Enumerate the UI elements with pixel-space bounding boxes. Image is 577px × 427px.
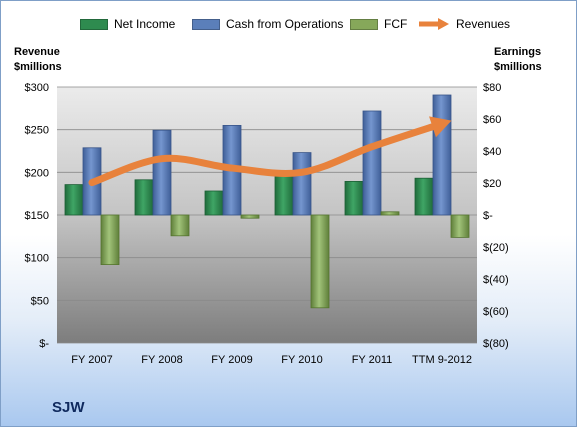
right-tick-label: $(60) <box>483 306 509 318</box>
legend-item-revenues: Revenues <box>418 14 510 34</box>
revenues-arrowhead <box>429 116 452 138</box>
left-tick-label: $250 <box>25 125 49 137</box>
right-tick-label: $- <box>483 210 493 222</box>
left-tick-label: $- <box>39 338 49 350</box>
bar-fcf <box>380 211 400 216</box>
legend-swatch-cash-ops <box>192 18 220 30</box>
legend-item-net-income: Net Income <box>80 14 175 34</box>
bar-net-income <box>204 190 224 216</box>
right-tick-label: $(20) <box>483 242 509 254</box>
right-tick-label: $(40) <box>483 274 509 286</box>
revenues-line <box>88 120 446 187</box>
bar-cash-from-operations <box>432 94 452 216</box>
left-axis-title-line1: Revenue <box>14 46 60 58</box>
bar-cash-from-operations <box>292 152 312 216</box>
right-axis-title: Earnings $millions <box>494 45 542 75</box>
legend-label-cash-ops: Cash from Operations <box>226 17 344 31</box>
left-tick-label: $100 <box>25 253 49 265</box>
category-label: TTM 9-2012 <box>412 354 472 366</box>
bar-net-income <box>414 177 434 216</box>
left-tick-label: $50 <box>31 295 49 307</box>
category-label: FY 2007 <box>71 354 112 366</box>
legend: Net Income Cash from Operations FCF Reve… <box>0 14 577 36</box>
bar-net-income <box>274 174 294 216</box>
category-label: FY 2011 <box>352 354 393 366</box>
legend-item-fcf: FCF <box>350 14 407 34</box>
bar-net-income <box>344 180 364 216</box>
bar-net-income <box>64 184 84 216</box>
legend-label-fcf: FCF <box>384 17 408 31</box>
bar-fcf <box>310 214 330 309</box>
legend-swatch-fcf <box>350 18 378 30</box>
left-tick-label: $300 <box>25 82 49 94</box>
category-label: FY 2009 <box>211 354 252 366</box>
legend-label-net-income: Net Income <box>114 17 176 31</box>
right-axis-title-line1: Earnings <box>494 46 542 58</box>
bar-fcf <box>100 214 120 265</box>
right-tick-label: $40 <box>483 146 501 158</box>
right-tick-label: $20 <box>483 178 501 190</box>
bar-cash-from-operations <box>362 110 382 216</box>
left-tick-label: $150 <box>25 210 49 222</box>
left-axis-title: Revenue $millions <box>14 45 62 75</box>
bar-fcf <box>170 214 190 237</box>
bar-fcf <box>240 214 260 219</box>
legend-item-cash-ops: Cash from Operations <box>192 14 343 34</box>
right-tick-label: $60 <box>483 114 501 126</box>
company-name: SJW <box>52 399 85 416</box>
category-label: FY 2008 <box>141 354 182 366</box>
left-axis-title-line2: $millions <box>14 61 62 73</box>
legend-label-revenues: Revenues <box>456 17 511 31</box>
legend-swatch-net-income <box>80 18 108 30</box>
right-tick-label: $(80) <box>483 338 509 350</box>
legend-arrow-icon <box>419 18 449 30</box>
left-tick-label: $200 <box>25 167 49 179</box>
right-tick-label: $80 <box>483 82 501 94</box>
category-label: FY 2010 <box>281 354 322 366</box>
bar-fcf <box>450 214 470 238</box>
bar-net-income <box>134 179 154 216</box>
bar-cash-from-operations <box>152 129 172 216</box>
right-axis-title-line2: $millions <box>494 61 542 73</box>
